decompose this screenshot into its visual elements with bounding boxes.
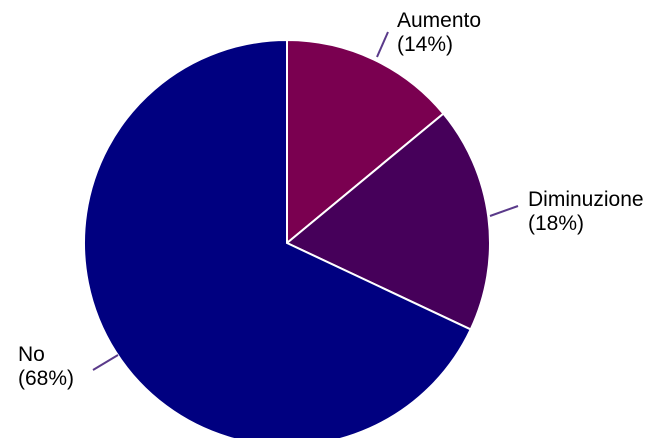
slice-label-no: No (68%): [18, 343, 74, 390]
pie-leader-lines: [92, 31, 519, 371]
pie-slice-diminuzione: [285, 112, 491, 331]
slice-percent-diminuzione: (18%): [528, 212, 584, 235]
pie-labels: Aumento (14%) Diminuzione (18%) No (68%): [18, 9, 644, 390]
pie-slices: [83, 38, 491, 438]
pie-slice-no: [83, 38, 473, 438]
slice-label-aumento: Aumento (14%): [397, 9, 481, 56]
slice-name-aumento: Aumento: [397, 9, 481, 32]
pie-slice-aumento: [286, 38, 445, 246]
leader-line-aumento: [376, 31, 389, 58]
leader-line-diminuzione: [489, 205, 519, 217]
slice-label-diminuzione: Diminuzione (18%): [528, 188, 644, 235]
slice-name-no: No: [18, 343, 45, 366]
slice-percent-no: (68%): [18, 367, 74, 390]
slice-name-diminuzione: Diminuzione: [528, 188, 644, 211]
leader-line-no: [92, 354, 119, 371]
slice-percent-aumento: (14%): [397, 33, 453, 56]
